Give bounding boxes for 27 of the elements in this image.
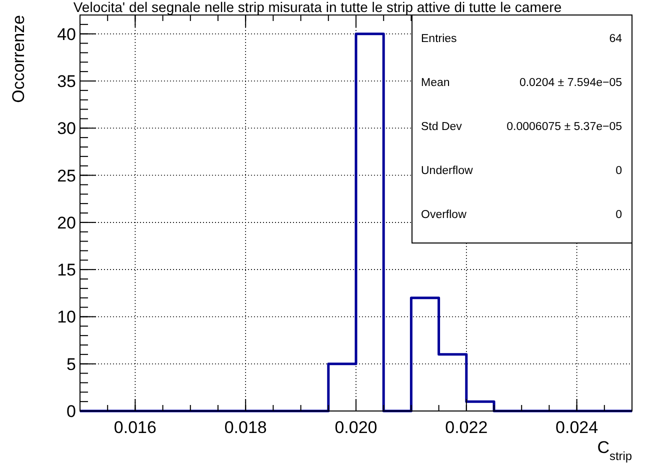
x-tick-label: 0.016 — [114, 418, 156, 437]
annotation: 0.0006075 ± 5.37e−05 — [506, 121, 622, 133]
x-axis-title: C$_{strip}$ — [597, 438, 632, 463]
annotation: Underflow — [421, 165, 474, 177]
x-tick-label: 0.018 — [224, 418, 267, 437]
y-tick-label: 25 — [57, 166, 76, 186]
annotation: 0 — [616, 165, 622, 177]
y-tick-label: 15 — [57, 260, 76, 280]
y-tick-label: 0 — [66, 402, 76, 421]
y-tick-label: 20 — [57, 213, 76, 232]
annotation: Mean — [421, 77, 450, 89]
annotation: Std Dev — [421, 121, 462, 133]
y-tick-label: 30 — [57, 119, 76, 138]
annotation: 64 — [609, 33, 623, 45]
y-axis-title: Occorrenze — [9, 15, 28, 103]
y-tick-label: 35 — [57, 72, 76, 91]
x-tick-label: 0.024 — [556, 418, 598, 437]
x-tick-label: 0.020 — [334, 418, 378, 437]
y-tick-label: 40 — [57, 24, 76, 44]
annotation: 0.0204 ± 7.594e−05 — [519, 77, 622, 89]
y-tick-label: 5 — [66, 354, 76, 374]
chart-title: Velocita' del segnale nelle strip misurata in tutte le strip attive di tutte le camere — [73, 0, 562, 15]
annotation: Overflow — [421, 209, 468, 221]
x-tick-label: 0.022 — [445, 418, 488, 437]
annotation: Entries — [421, 33, 458, 45]
annotation: 0 — [616, 209, 622, 221]
y-tick-label: 10 — [57, 308, 76, 327]
